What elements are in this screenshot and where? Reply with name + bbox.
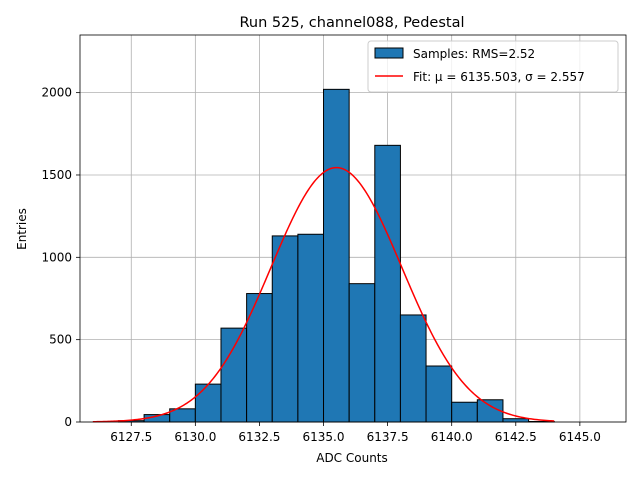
y-tick-label: 0 — [64, 415, 72, 429]
histogram-bar — [323, 88, 350, 423]
y-tick-label: 1500 — [41, 168, 72, 182]
x-tick-label: 6127.5 — [110, 430, 152, 444]
histogram-bar — [451, 401, 478, 423]
y-tick-label: 500 — [49, 333, 72, 347]
legend-fit-label: Fit: μ = 6135.503, σ = 2.557 — [413, 70, 585, 84]
legend-samples-swatch — [374, 47, 404, 59]
histogram-bar — [374, 144, 401, 423]
histogram-bar — [194, 383, 222, 423]
histogram-bar — [297, 233, 325, 423]
histogram-bar — [220, 327, 248, 423]
plot-frame — [79, 34, 627, 423]
y-tick-label: 1000 — [41, 250, 72, 264]
histogram-bar — [348, 283, 376, 423]
histogram-bar — [271, 235, 299, 423]
x-tick-label: 6132.5 — [238, 430, 280, 444]
axes: 6127.5 6130.0 6132.5 6135.0 6137.5 6140.0 6142… — [41, 34, 627, 444]
histogram-bar — [399, 314, 427, 423]
x-tick-label: 6142.5 — [495, 430, 537, 444]
legend-samples-label: Samples: RMS=2.52 — [413, 47, 535, 61]
bars — [117, 88, 555, 423]
histogram-bar — [502, 418, 530, 423]
x-tick-label: 6137.5 — [367, 430, 409, 444]
y-tick-label: 2000 — [41, 86, 72, 100]
x-axis-label: ADC Counts — [316, 451, 388, 465]
x-tick-label: 6130.0 — [174, 430, 216, 444]
chart-title: Run 525, channel088, Pedestal — [239, 15, 464, 31]
fit-curve-group — [92, 166, 555, 423]
legend-box — [367, 40, 619, 93]
x-tick-label: 6140.0 — [431, 430, 473, 444]
fit-curve — [92, 166, 555, 423]
x-tick-label: 6135.0 — [303, 430, 345, 444]
histogram-bar — [425, 365, 453, 423]
x-tick-label: 6145.0 — [559, 430, 601, 444]
legend: Samples: RMS=2.52 Fit: μ = 6135.503, σ =… — [367, 40, 619, 93]
y-axis-label: Entries — [15, 208, 29, 250]
